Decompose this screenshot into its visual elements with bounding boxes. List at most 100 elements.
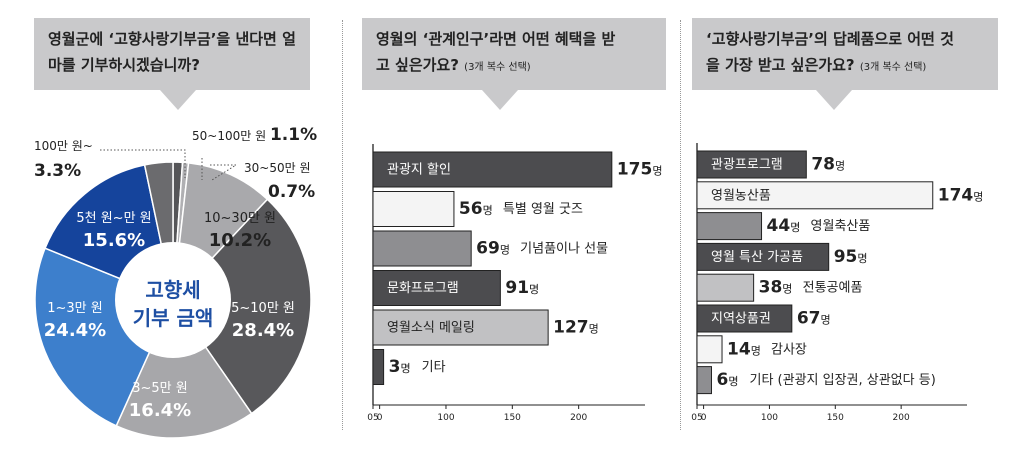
question-3-line-2-wrap: 을 가장 받고 싶은가요? (3개 복수 선택) [706, 52, 984, 81]
question-pointer-1 [160, 90, 196, 110]
bar-gifts-영월-특산-가공품 [696, 242, 830, 271]
pie-label-1-3만-원: 1~3만 원 [47, 301, 103, 316]
pie-center-label-line-1: 고향세 [145, 278, 200, 302]
bar-benefits-관광지-할인 [372, 151, 613, 188]
bar-unit: 명 [728, 375, 738, 388]
bar-value-gifts-지역상품권: 67명 [797, 309, 831, 329]
pie-value-30-50만-원: 0.7% [268, 182, 315, 202]
bar-value-benefits-문화프로그램: 91명 [505, 278, 539, 298]
bar-benefits-특별-영월-굿즈 [372, 191, 455, 227]
bar-label-benefits-기타: 기타 [422, 360, 446, 375]
pie-label-3-5만-원: 3~5만 원 [132, 381, 188, 396]
pie-slice-5-10만-원 [172, 198, 312, 415]
pie-center-label-line-2: 기부 금액 [133, 306, 214, 330]
bar-unit: 명 [835, 160, 845, 173]
bar-panel-benefits: 영월의 ‘관계인구’라면 어떤 혜택을 받 고 싶은가요? (3개 복수 선택) [350, 0, 680, 476]
pie-label-30-50만-원: 30~50만 원 [244, 161, 311, 175]
tick-label-gifts: 150 [827, 413, 844, 423]
question-box-3: ‘고향사랑기부금’의 답례품으로 어떤 것 을 가장 받고 싶은가요? (3개 … [692, 18, 998, 90]
question-3-line-1: ‘고향사랑기부금’의 답례품으로 어떤 것 [706, 30, 954, 48]
tick-label-gifts: 100 [761, 413, 778, 423]
bar-value-benefits-영월소식-메일링: 127명 [553, 318, 599, 338]
bar-unit: 명 [589, 323, 599, 336]
bar-gifts-감사장 [696, 335, 723, 364]
pie-label-5-10만-원: 5~10만 원 [231, 301, 295, 316]
bar-unit: 명 [500, 244, 510, 257]
bar-label-gifts-전통공예품: 전통공예품 [803, 281, 863, 296]
bar-unit: 명 [652, 165, 662, 178]
bar-label-gifts-감사장: 감사장 [771, 342, 807, 357]
pie-label-50-100만-원: 50~100만 원 1.1% [192, 125, 317, 145]
question-1-line-1: 영월군에 ‘고향사랑기부금’을 낸다면 얼 [48, 30, 296, 48]
pie-value-10-30만-원: 10.2% [209, 230, 271, 251]
bar-value-benefits-기타: 3명 [389, 357, 411, 377]
question-1-line-2: 마를 기부하시겠습니까? [48, 56, 200, 74]
bar-unit: 명 [400, 362, 410, 375]
bar-unit: 명 [751, 344, 761, 357]
question-3-line-2: 을 가장 받고 싶은가요? [706, 56, 855, 74]
bar-unit: 명 [973, 190, 983, 203]
bar-value-gifts-영월농산품: 174명 [938, 185, 984, 205]
bar-label-gifts-관광프로그램: 관광프로그램 [711, 158, 783, 173]
bar-benefits-영월소식-메일링 [372, 309, 549, 346]
bar-value-gifts-영월축산품: 44명 [767, 216, 801, 236]
tick-label-benefits: 0 [377, 413, 383, 423]
bar-label-gifts-영월농산품: 영월농산품 [711, 188, 771, 203]
bar-label-gifts-영월축산품: 영월축산품 [811, 219, 871, 234]
pie-label-100만-원: 100만 원~ [34, 139, 93, 153]
bar-gifts-지역상품권 [696, 304, 793, 333]
pie-value-50-100만-원: 1.1% [270, 125, 317, 145]
bar-unit: 명 [821, 314, 831, 327]
bar-unit: 명 [790, 221, 800, 234]
bar-benefits-기타 [372, 349, 385, 385]
question-2-note: (3개 복수 선택) [464, 62, 531, 73]
pie-value-100만-원: 3.3% [34, 161, 81, 181]
pie-value-5천-원-만-원: 15.6% [83, 230, 145, 251]
tick-label-benefits: 150 [504, 413, 521, 423]
bar-benefits-기념품이나-선물 [372, 230, 472, 267]
bar-value-gifts-전통공예품: 38명 [759, 278, 793, 298]
bar-unit: 명 [782, 283, 792, 296]
pie-value-1-3만-원: 24.4% [44, 320, 106, 341]
bar-gifts-전통공예품 [696, 273, 755, 302]
pie-center-hole [115, 242, 231, 358]
question-pointer-2 [482, 90, 518, 110]
bar-value-benefits-관광지-할인: 175명 [617, 160, 663, 180]
pie-leader-100만-원 [100, 149, 186, 178]
question-3-note: (3개 복수 선택) [859, 62, 927, 73]
pie-value-3-5만-원: 16.4% [129, 400, 191, 421]
bar-panel-gifts: ‘고향사랑기부금’의 답례품으로 어떤 것 을 가장 받고 싶은가요? (3개 … [684, 0, 1022, 476]
tick-label-gifts: 0 [701, 413, 707, 423]
separator-2 [680, 20, 681, 430]
question-2-line-2: 고 싶은가요? [376, 56, 459, 74]
bar-unit: 명 [529, 283, 539, 296]
pie-leader-30-50만-원 [210, 164, 238, 181]
pie-label-5천-원-만-원: 5천 원~만 원 [76, 211, 151, 226]
bar-unit: 명 [857, 252, 867, 265]
bar-value-gifts-기타-관광지-입장권-상관없다-등: 6명 [716, 370, 738, 390]
bar-label-benefits-관광지-할인: 관광지 할인 [387, 163, 451, 178]
separator-1 [342, 20, 343, 430]
tick-label-benefits: 05 [367, 413, 378, 423]
question-2-line-2-wrap: 고 싶은가요? (3개 복수 선택) [376, 52, 652, 81]
bar-label-gifts-기타-관광지-입장권-상관없다-등: 기타 (관광지 입장권, 상관없다 등) [749, 373, 935, 388]
bar-gifts-영월축산품 [696, 212, 763, 241]
bar-label-benefits-문화프로그램: 문화프로그램 [387, 281, 459, 296]
tick-label-gifts: 200 [893, 413, 910, 423]
question-box-2: 영월의 ‘관계인구’라면 어떤 혜택을 받 고 싶은가요? (3개 복수 선택) [362, 18, 666, 90]
bar-label-gifts-지역상품권: 지역상품권 [711, 312, 771, 327]
bar-unit: 명 [483, 204, 493, 217]
pie-value-5-10만-원: 28.4% [232, 320, 294, 341]
bar-gifts-영월농산품 [696, 181, 934, 210]
question-2-line-1: 영월의 ‘관계인구’라면 어떤 혜택을 받 [376, 30, 616, 48]
question-pointer-3 [816, 90, 852, 110]
bar-label-benefits-영월소식-메일링: 영월소식 메일링 [387, 321, 475, 336]
pie-slice-3-5만-원 [115, 298, 253, 439]
bar-label-benefits-기념품이나-선물: 기념품이나 선물 [520, 242, 608, 257]
bar-value-gifts-관광프로그램: 78명 [811, 155, 845, 175]
bar-gifts-기타-관광지-입장권-상관없다-등 [696, 366, 712, 395]
question-box-1: 영월군에 ‘고향사랑기부금’을 낸다면 얼 마를 기부하시겠습니까? [34, 18, 310, 90]
